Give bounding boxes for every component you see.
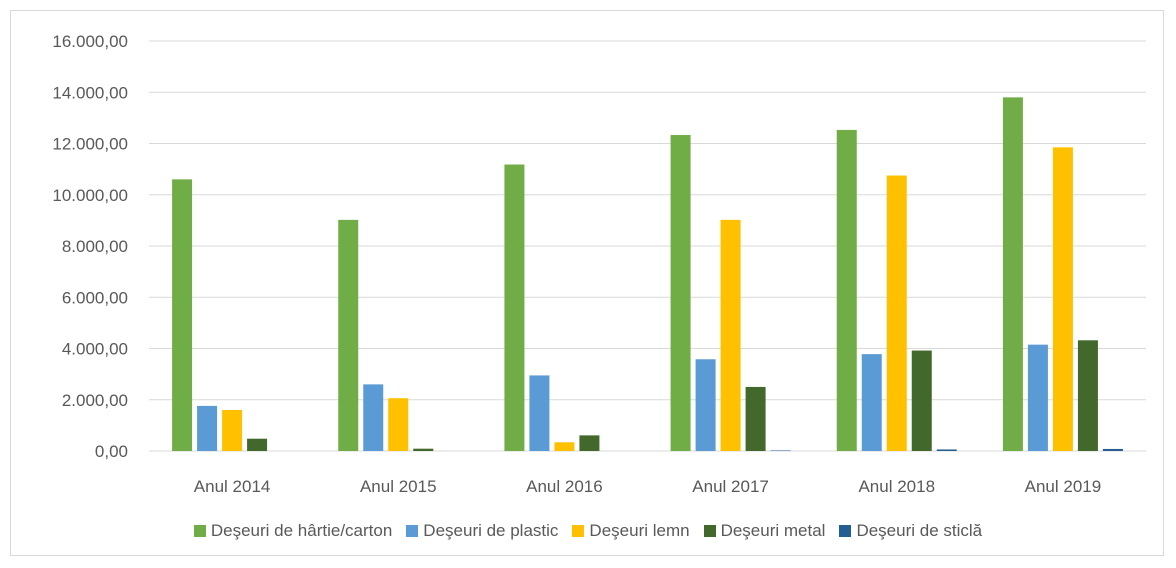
bar [1027,344,1048,451]
legend-swatch [406,525,419,537]
bar [529,375,550,451]
legend-swatch [193,525,206,537]
y-tick-label: 4.000,00 [62,340,128,359]
x-tick-label: Anul 2017 [692,477,769,496]
x-tick-label: Anul 2018 [858,477,935,496]
y-tick-label: 16.000,00 [52,32,128,51]
y-tick-label: 10.000,00 [52,186,128,205]
bar [363,384,384,451]
legend-item: Deşeuri metal [703,521,826,541]
legend-item: Deşeuri lemn [572,521,690,541]
legend-swatch [703,525,716,537]
bar [172,179,193,451]
chart-frame [10,10,1164,556]
legend-swatch [572,525,585,537]
bar [720,219,741,451]
legend-label: Deşeuri metal [720,521,826,540]
legend-item: Deşeuri de hârtie/carton [193,521,393,541]
bar [911,350,932,451]
legend-label: Deşeuri de plastic [423,521,559,540]
legend-item: Deşeuri de plastic [406,521,558,541]
bar [836,129,857,451]
bar [695,359,716,451]
legend-item: Deşeuri de sticlă [839,521,982,541]
bar [247,438,268,451]
y-tick-label: 12.000,00 [52,135,128,154]
x-tick-label: Anul 2019 [1025,477,1102,496]
bar [770,450,791,451]
y-tick-label: 6.000,00 [62,288,128,307]
bar-chart: 0,00 2.000,00 4.000,00 6.000,00 8.000,00 10.0… [52,32,1146,496]
bar [413,448,434,451]
bar [1077,340,1098,451]
bar [222,410,243,451]
y-tick-label: 14.000,00 [52,83,128,102]
bar [579,435,600,451]
bar [936,449,957,451]
x-tick-label: Anul 2015 [360,477,437,496]
x-tick-label: Anul 2016 [526,477,603,496]
chart-legend: Deşeuri de hârtie/carton Deşeuri de plast… [0,521,1176,541]
bar [338,219,359,451]
bar [861,354,882,451]
bar [554,442,575,451]
legend-swatch [839,525,852,537]
y-tick-label: 8.000,00 [62,237,128,256]
bar [197,405,218,451]
bar [1002,97,1023,451]
x-tick-label: Anul 2014 [194,477,271,496]
bar [670,135,691,451]
bar [1052,147,1073,451]
bar [388,398,409,451]
legend-label: Deşeuri de hârtie/carton [210,521,393,540]
bar [504,164,525,451]
bar [1102,448,1123,451]
y-tick-label: 2.000,00 [62,391,128,410]
bar [886,175,907,451]
legend-label: Deşeuri de sticlă [856,521,983,540]
y-tick-label: 0,00 [95,442,128,461]
legend-label: Deşeuri lemn [589,521,690,540]
bar [745,386,766,451]
